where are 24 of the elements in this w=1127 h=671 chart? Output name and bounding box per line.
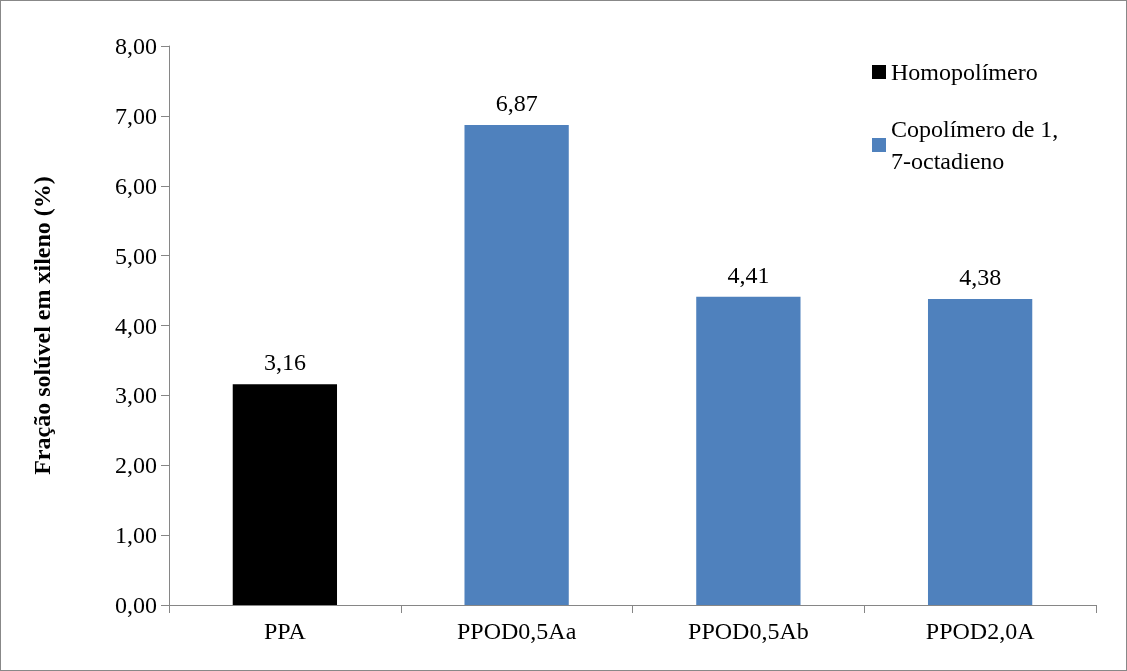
y-tick-label: 4,00 — [115, 312, 157, 339]
bar — [927, 298, 1033, 605]
data-label: 4,38 — [959, 263, 1002, 290]
legend-label: Copolímero de 1,7-octadieno — [891, 116, 1059, 174]
x-tick-label: PPOD0,5Aa — [456, 618, 577, 644]
y-tick-label: 2,00 — [115, 452, 157, 479]
y-tick-label: 0,00 — [115, 592, 157, 618]
data-label: 6,87 — [495, 89, 538, 116]
bar — [464, 124, 569, 605]
x-tick-label: PPA — [263, 618, 307, 644]
bar — [232, 384, 338, 605]
x-tick-label: PPOD2,0A — [925, 618, 1036, 644]
data-label: 3,16 — [263, 349, 306, 376]
y-tick-label: 8,00 — [115, 33, 157, 59]
x-tick-label: PPOD0,5Ab — [688, 618, 809, 644]
y-tick-label: 7,00 — [115, 102, 157, 129]
y-tick-label: 3,00 — [115, 382, 157, 409]
y-tick-label: 1,00 — [115, 522, 157, 549]
y-tick-label: 6,00 — [115, 172, 157, 199]
y-tick-label: 5,00 — [115, 242, 157, 269]
legend-label: Homopolímero — [891, 59, 1038, 85]
y-axis-title: Fração solúvel em xileno (%) — [29, 176, 55, 475]
bar — [696, 296, 801, 605]
data-label: 4,41 — [727, 261, 770, 288]
